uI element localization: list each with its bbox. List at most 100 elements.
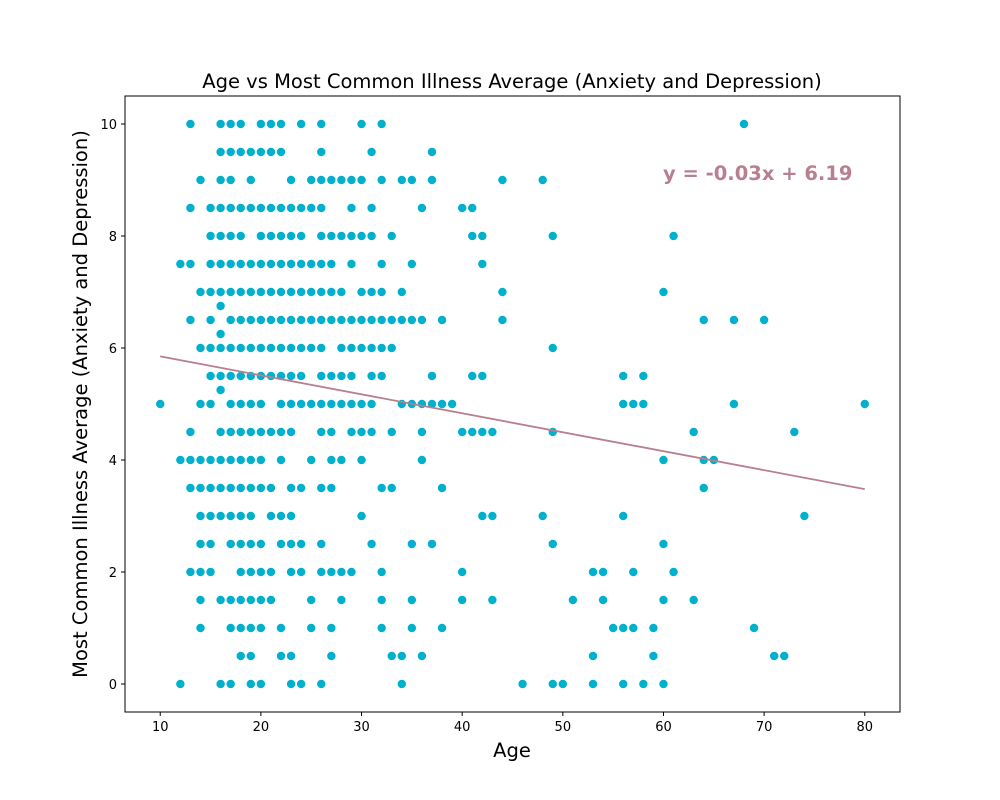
data-point xyxy=(538,175,547,185)
data-point xyxy=(367,539,376,549)
data-point xyxy=(226,511,235,521)
data-point xyxy=(236,483,245,493)
data-point xyxy=(216,679,225,689)
data-point xyxy=(276,539,286,549)
data-point xyxy=(176,259,185,269)
data-point xyxy=(236,651,245,661)
data-point xyxy=(276,119,286,129)
data-point xyxy=(307,399,316,409)
data-point xyxy=(276,651,286,661)
data-point xyxy=(317,119,326,129)
data-point xyxy=(357,399,366,409)
data-point xyxy=(246,679,256,689)
data-point xyxy=(337,343,346,353)
data-point xyxy=(226,399,235,409)
data-point xyxy=(216,119,225,129)
data-point xyxy=(548,539,557,549)
data-point xyxy=(216,329,225,339)
data-point xyxy=(286,203,296,213)
data-point xyxy=(619,511,628,521)
data-point xyxy=(266,595,276,605)
data-point xyxy=(286,259,296,269)
data-point xyxy=(226,175,235,185)
x-axis: 10 20 30 40 50 60 70 80 xyxy=(152,712,873,735)
data-point xyxy=(317,203,326,213)
data-point xyxy=(276,231,286,241)
data-point xyxy=(780,651,789,661)
data-point xyxy=(447,399,457,409)
data-point xyxy=(659,539,668,549)
data-point xyxy=(307,623,316,633)
data-point xyxy=(286,343,296,353)
data-point xyxy=(377,315,386,325)
data-point xyxy=(337,231,346,241)
data-point xyxy=(296,231,306,241)
data-point xyxy=(659,595,668,605)
data-point xyxy=(236,399,245,409)
data-point xyxy=(286,231,296,241)
data-point xyxy=(206,539,215,549)
data-point xyxy=(397,175,406,185)
data-point xyxy=(498,287,507,297)
data-point xyxy=(266,119,276,129)
data-point xyxy=(457,595,467,605)
data-point xyxy=(498,175,507,185)
data-point xyxy=(256,623,266,633)
data-point xyxy=(206,483,215,493)
data-point xyxy=(216,231,225,241)
data-point xyxy=(246,623,256,633)
data-point xyxy=(498,315,507,325)
data-point xyxy=(256,567,266,577)
data-point xyxy=(246,651,256,661)
data-point xyxy=(196,539,205,549)
data-point xyxy=(337,455,346,465)
data-point xyxy=(327,427,336,437)
data-point xyxy=(226,259,235,269)
data-point xyxy=(226,147,235,157)
data-point xyxy=(286,287,296,297)
data-point xyxy=(639,679,648,689)
data-point xyxy=(347,427,356,437)
data-point xyxy=(276,287,286,297)
data-point xyxy=(286,511,296,521)
regression-line xyxy=(160,355,865,491)
data-point xyxy=(468,203,477,213)
data-point xyxy=(216,301,225,311)
data-point xyxy=(337,315,346,325)
data-point xyxy=(276,427,286,437)
data-point xyxy=(367,231,376,241)
data-point xyxy=(327,567,336,577)
data-point xyxy=(206,567,215,577)
data-point xyxy=(548,679,557,689)
data-point xyxy=(226,315,235,325)
data-point xyxy=(256,315,266,325)
data-point xyxy=(357,175,366,185)
data-point xyxy=(327,483,336,493)
data-point xyxy=(588,679,598,689)
data-point xyxy=(347,259,356,269)
data-point xyxy=(347,567,356,577)
data-point xyxy=(437,623,447,633)
x-tick-label: 50 xyxy=(555,720,572,735)
data-point xyxy=(216,455,225,465)
data-point xyxy=(317,315,326,325)
data-point xyxy=(387,231,396,241)
data-point xyxy=(337,371,346,381)
data-point xyxy=(186,203,195,213)
data-point xyxy=(296,483,306,493)
data-point xyxy=(659,679,668,689)
data-point xyxy=(327,175,336,185)
data-point xyxy=(216,147,225,157)
data-point xyxy=(186,315,195,325)
data-point xyxy=(266,427,276,437)
data-point xyxy=(759,315,769,325)
data-point xyxy=(608,623,618,633)
data-point xyxy=(226,623,235,633)
data-point xyxy=(649,651,658,661)
data-point xyxy=(196,511,205,521)
data-point xyxy=(619,399,628,409)
data-point xyxy=(296,399,306,409)
data-point xyxy=(427,175,437,185)
y-tick-label: 10 xyxy=(100,118,117,133)
data-point xyxy=(357,427,366,437)
